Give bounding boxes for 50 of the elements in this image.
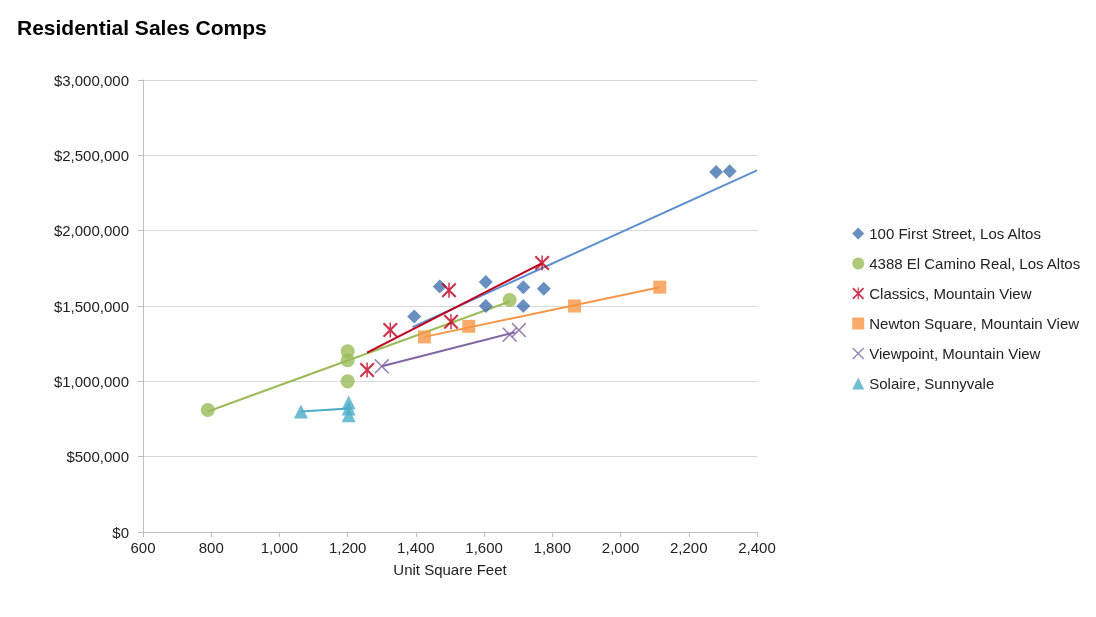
point: [374, 358, 390, 374]
point: [722, 164, 737, 179]
x-tick-label: 800: [198, 539, 224, 556]
x-tick-label: 1,400: [397, 539, 435, 556]
point: [293, 404, 308, 419]
point: [536, 281, 551, 296]
point: [441, 282, 457, 298]
legend-label: Viewpoint, Mountain View: [869, 345, 1041, 362]
point: [443, 314, 459, 330]
point: [502, 327, 518, 343]
x-axis-title: Unit Square Feet: [393, 561, 508, 578]
y-tick-label: $500,000: [66, 448, 129, 466]
x-tick-label: 1,000: [260, 539, 299, 556]
point: [568, 299, 582, 313]
x-tick-label: 2,200: [670, 539, 708, 556]
y-tick-label: $1,500,000: [53, 297, 129, 315]
point: [502, 292, 517, 307]
x-tick-label: 1,800: [533, 539, 572, 556]
x-tick-label: 600: [130, 539, 156, 556]
point: [478, 299, 493, 313]
y-tick-label: $2,500,000: [53, 146, 129, 164]
x-tick-label: 1,200: [328, 539, 367, 556]
y-tick-label: $1,000,000: [53, 372, 129, 390]
x-tick-label: 2,000: [601, 539, 640, 556]
y-tick-label: $3,000,000: [53, 71, 129, 89]
point: [200, 402, 215, 417]
y-tick-label: $2,000,000: [53, 222, 129, 240]
point: [359, 362, 375, 378]
point: [462, 319, 476, 333]
y-tick-label: $0: [112, 523, 129, 541]
point: [516, 299, 531, 313]
legend-label: Solaire, Sunnyvale: [869, 375, 995, 392]
legend-label: 4388 El Camino Real, Los Altos: [869, 255, 1081, 272]
point: [407, 309, 422, 324]
legend-label: Classics, Mountain View: [869, 285, 1032, 302]
x-tick-label: 2,400: [738, 539, 776, 556]
x-tick-label: 1,600: [465, 539, 503, 556]
point: [653, 280, 667, 294]
point: [341, 408, 356, 423]
legend-label: 100 First Street, Los Altos: [869, 225, 1041, 242]
point: [709, 164, 724, 179]
point: [516, 280, 531, 295]
chart-title: Residential Sales Comps: [17, 16, 267, 39]
point: [478, 274, 493, 289]
legend-label: Newton Square, Mountain View: [869, 315, 1080, 332]
point: [340, 374, 355, 389]
point: [534, 255, 550, 271]
point: [417, 330, 431, 344]
point: [511, 322, 527, 338]
point: [340, 353, 355, 368]
